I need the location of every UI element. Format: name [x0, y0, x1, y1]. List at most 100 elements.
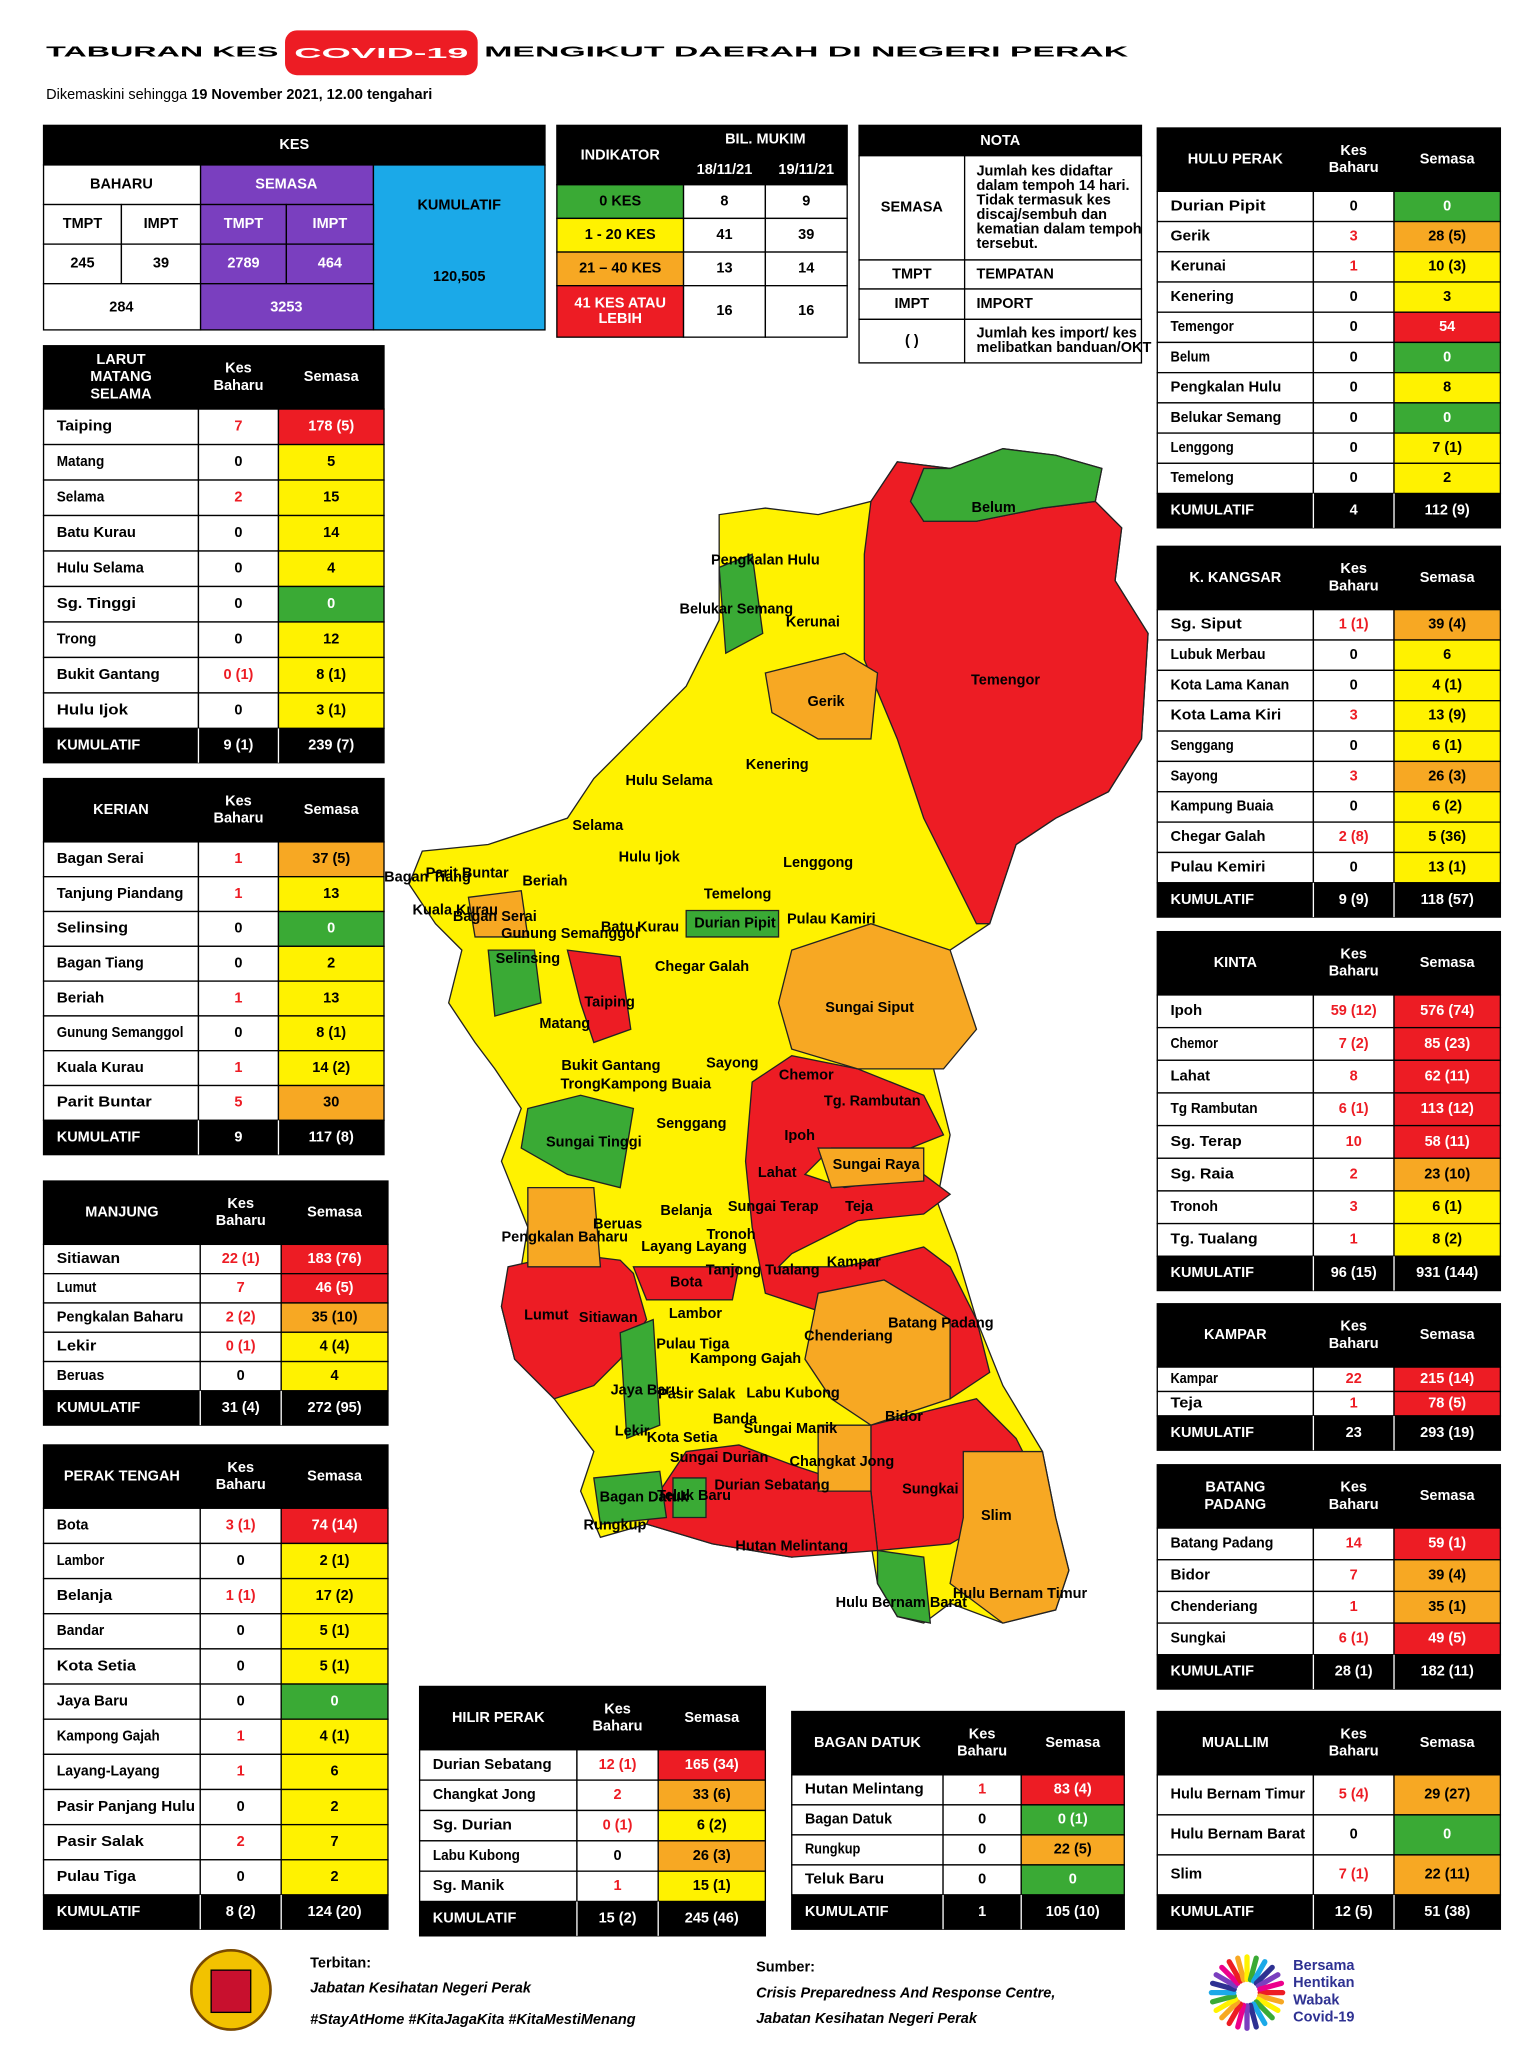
row-baharu: 0 — [234, 1025, 242, 1041]
col-head: Baharu — [216, 1213, 266, 1229]
row-name: Lambor — [57, 1553, 105, 1569]
col-head: Kes — [1340, 143, 1367, 159]
map-region — [876, 1549, 932, 1624]
row-name-cell — [1156, 462, 1315, 495]
nota-desc: kematian dalam tempoh — [976, 221, 1141, 237]
col-head: Baharu — [1329, 1497, 1379, 1513]
row-name: Matang — [57, 454, 105, 470]
row-name: Durian Pipit — [1170, 198, 1265, 214]
map-label: Belanja — [660, 1203, 713, 1219]
row-name: Hutan Melintang — [805, 1782, 924, 1798]
semasa-cell — [277, 980, 385, 1017]
total-label: KUMULATIF — [1170, 1904, 1254, 1920]
total-label: KUMULATIF — [1170, 1664, 1254, 1680]
indikator-swatch — [556, 285, 685, 338]
total-baharu: 15 (2) — [599, 1911, 637, 1927]
row-name: Bandar — [57, 1623, 105, 1639]
semasa-cell — [1393, 1124, 1502, 1159]
row-baharu-cell — [1312, 608, 1395, 641]
row-baharu-cell — [1312, 1059, 1395, 1094]
nota-term: SEMASA — [881, 200, 944, 216]
row-name: Lahat — [1170, 1068, 1210, 1084]
col-head: Semasa — [1420, 1735, 1476, 1751]
map-region — [764, 652, 879, 740]
row-baharu: 6 (1) — [1339, 1101, 1369, 1117]
map-label: Hulu Ijok — [619, 850, 681, 866]
semasa-label: SEMASA — [255, 177, 318, 193]
total-label: KUMULATIF — [805, 1904, 889, 1920]
summary-col-label: TMPT — [224, 216, 264, 232]
row-name-cell — [791, 1774, 944, 1806]
summary-head — [42, 124, 546, 166]
indikator-cell — [682, 285, 767, 338]
row-baharu: 1 — [234, 886, 242, 902]
indikator-value: 16 — [798, 303, 814, 319]
row-baharu: 3 — [1350, 768, 1358, 784]
total-semasa: 124 (20) — [308, 1904, 362, 1920]
indikator-date: 19/11/21 — [778, 162, 834, 178]
row-name: Lumut — [57, 1280, 97, 1296]
summary-col-label: IMPT — [313, 216, 348, 232]
logo-text: Bersama — [1293, 1958, 1355, 1974]
row-semasa: 0 — [331, 1693, 339, 1709]
table-title: MANJUNG — [85, 1205, 158, 1221]
row-baharu: 1 — [1350, 1599, 1358, 1615]
subtitle: Dikemaskini sehingga 19 November 2021, 1… — [46, 87, 432, 103]
semasa-cell — [277, 841, 385, 878]
col-head: Semasa — [1420, 151, 1476, 167]
semasa-cell — [1393, 608, 1502, 641]
row-semasa: 0 — [327, 921, 335, 937]
row-baharu: 0 — [234, 454, 242, 470]
row-baharu-cell — [199, 1542, 282, 1580]
semasa-cell — [657, 1870, 767, 1903]
row-baharu-cell — [1312, 994, 1395, 1029]
row-name-cell — [42, 1718, 201, 1755]
semasa-cell — [1393, 700, 1502, 732]
row-semasa: 576 (74) — [1420, 1003, 1474, 1019]
row-name: Tg Rambutan — [1170, 1101, 1257, 1117]
semasa-cell — [1393, 1854, 1502, 1896]
total-label: KUMULATIF — [433, 1911, 517, 1927]
col-head: Semasa — [304, 802, 360, 818]
col-head: Kes — [225, 361, 252, 377]
row-semasa: 28 (5) — [1428, 228, 1466, 244]
total-semasa: 182 (11) — [1421, 1664, 1474, 1680]
table-title: HULU PERAK — [1188, 151, 1284, 167]
summary-value: 245 — [70, 256, 94, 272]
row-baharu: 7 — [1350, 1567, 1358, 1583]
row-baharu-cell — [199, 1331, 282, 1363]
row-baharu-cell — [1312, 462, 1395, 495]
map-label: Taiping — [584, 995, 634, 1011]
row-name-cell — [1156, 851, 1315, 884]
row-baharu: 0 — [237, 1658, 245, 1674]
row-name: Labu Kubong — [433, 1848, 520, 1864]
row-name: Chegar Galah — [1170, 829, 1265, 845]
map-label: Jaya Baru — [611, 1383, 680, 1399]
row-name: Kota Lama Kiri — [1170, 708, 1281, 724]
row-semasa: 8 (1) — [316, 667, 346, 683]
semasa-total-box — [199, 283, 375, 331]
indikator-label: 41 KES ATAU — [574, 295, 666, 311]
semasa-cell — [280, 1243, 389, 1275]
row-semasa: 0 — [1069, 1872, 1077, 1888]
semasa-cell — [1393, 281, 1502, 313]
summary-col-label: IMPT — [144, 216, 179, 232]
row-name-cell — [418, 1840, 578, 1872]
row-name-cell — [42, 1788, 201, 1826]
row-semasa: 23 (10) — [1424, 1166, 1470, 1182]
row-baharu-cell — [576, 1809, 659, 1842]
table-head — [1156, 127, 1502, 192]
total-label: KUMULATIF — [1170, 1425, 1254, 1441]
row-name-cell — [418, 1809, 578, 1842]
row-name: Beruas — [57, 1368, 105, 1384]
row-semasa: 15 — [323, 490, 339, 506]
map-label: Pengkalan Hulu — [711, 553, 820, 569]
map-label: Pengkalan Baharu — [502, 1230, 629, 1246]
map-label: Teja — [845, 1199, 874, 1215]
total-baharu: 31 (4) — [222, 1400, 260, 1416]
row-name: Jaya Baru — [57, 1693, 128, 1709]
indikator-head — [556, 124, 848, 186]
row-name: Slim — [1170, 1867, 1202, 1883]
row-baharu: 7 (1) — [1339, 1867, 1369, 1883]
map-label: Belum — [971, 500, 1015, 516]
